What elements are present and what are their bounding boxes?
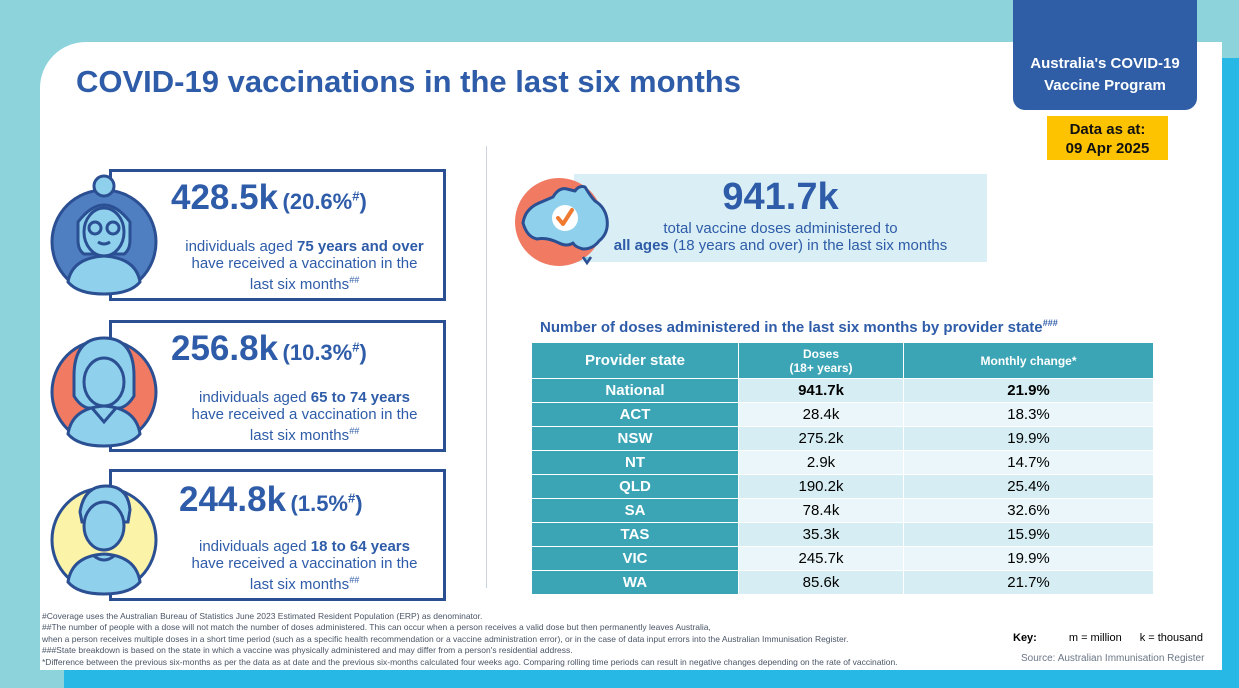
change-cell: 18.3% [903,402,1154,427]
count-value: 256.8k [171,329,279,368]
doses-cell: 245.7k [737,546,905,571]
elderly-person-avatar-icon [50,174,158,296]
badge-line-1: Australia's COVID-19 [1030,55,1180,72]
date-label: Data as at: [1069,121,1146,138]
age-card-75-plus: 428.5k (20.6%#) individuals aged 75 year… [109,169,446,301]
key-million: m = million [1068,632,1122,644]
table-row: WA 85.6k 21.7% [531,570,1154,595]
data-date-box: Data as at: 09 Apr 2025 [1047,116,1168,160]
coverage-percent: (20.6%#) [282,188,367,214]
table-row: NT 2.9k 14.7% [531,450,1154,475]
doses-cell: 2.9k [737,450,905,475]
card-description: individuals aged 18 to 64 years have rec… [191,538,418,593]
table-row: VIC 245.7k 19.9% [531,546,1154,571]
table-row: ACT 28.4k 18.3% [531,402,1154,427]
table-row: NSW 275.2k 19.9% [531,426,1154,451]
page-title: COVID-19 vaccinations in the last six mo… [76,64,741,99]
footnote-state-breakdown: ###State breakdown is based on the state… [42,645,573,656]
date-value: 09 Apr 2025 [1065,140,1150,157]
count-value: 244.8k [179,480,287,519]
bottom-accent-band [64,666,1239,688]
change-cell: 21.7% [903,570,1154,595]
key-legend: Key: m = million k = thousand [1013,632,1203,644]
change-cell: 14.7% [903,450,1154,475]
card-count: 256.8k (10.3%#) [171,329,367,369]
state-cell: VIC [531,546,739,571]
source-note: Source: Australian Immunisation Register [1021,653,1205,664]
australia-map-check-icon [515,178,609,266]
badge-line-2: Vaccine Program [1044,77,1166,94]
card-description: individuals aged 75 years and over have … [185,238,424,293]
key-label: Key: [1013,632,1037,644]
table-title: Number of doses administered in the last… [540,318,1058,336]
doses-cell: 941.7k [737,378,905,403]
card-count: 244.8k (1.5%#) [179,480,363,520]
total-doses-value: 941.7k [722,176,839,218]
card-description: individuals aged 65 to 74 years have rec… [191,389,418,444]
footnote-people-doses: ##The number of people with a dose will … [42,622,711,633]
footnote-people-doses-cont: when a person receives multiple doses in… [42,633,849,644]
column-divider [486,146,487,588]
age-card-18-64: 244.8k (1.5%#) individuals aged 18 to 64… [109,469,446,601]
table-row: TAS 35.3k 15.9% [531,522,1154,547]
age-card-65-74: 256.8k (10.3%#) individuals aged 65 to 7… [109,320,446,452]
state-cell: NT [531,450,739,475]
state-cell: TAS [531,522,739,547]
state-cell: QLD [531,474,739,499]
change-cell: 21.9% [903,378,1154,403]
doses-cell: 28.4k [737,402,905,427]
state-cell: WA [531,570,739,595]
right-accent-band [1222,58,1239,688]
change-cell: 19.9% [903,546,1154,571]
total-doses-description: total vaccine doses administered to all … [613,220,948,254]
card-count: 428.5k (20.6%#) [171,178,367,218]
middle-aged-person-avatar-icon [50,336,158,448]
state-cell: SA [531,498,739,523]
program-badge: Australia's COVID-19 Vaccine Program [1013,0,1197,110]
change-cell: 32.6% [903,498,1154,523]
doses-cell: 275.2k [737,426,905,451]
doses-cell: 35.3k [737,522,905,547]
change-cell: 19.9% [903,426,1154,451]
state-cell: NSW [531,426,739,451]
doses-cell: 78.4k [737,498,905,523]
state-cell: ACT [531,402,739,427]
doses-cell: 85.6k [737,570,905,595]
change-cell: 15.9% [903,522,1154,547]
header-doses: Doses (18+ years) [737,342,905,379]
table-row: SA 78.4k 32.6% [531,498,1154,523]
doses-by-state-table: Provider state Doses (18+ years) Monthly … [531,342,1154,595]
footnote-monthly-change: *Difference between the previous six-mon… [42,656,898,667]
coverage-percent: (1.5%#) [290,490,363,516]
total-doses-box: 941.7k total vaccine doses administered … [574,174,987,262]
count-value: 428.5k [171,178,279,217]
doses-cell: 190.2k [737,474,905,499]
coverage-percent: (10.3%#) [282,339,367,365]
footnote-coverage: #Coverage uses the Australian Bureau of … [42,611,483,621]
footnotes: #Coverage uses the Australian Bureau of … [42,611,1002,668]
adult-person-avatar-icon [50,484,158,596]
table-row: National 941.7k 21.9% [531,378,1154,403]
table-row: QLD 190.2k 25.4% [531,474,1154,499]
change-cell: 25.4% [903,474,1154,499]
header-provider-state: Provider state [531,342,739,379]
header-monthly-change: Monthly change* [903,342,1154,379]
table-header-row: Provider state Doses (18+ years) Monthly … [531,342,1154,379]
key-thousand: k = thousand [1139,632,1204,644]
state-cell: National [531,378,739,403]
